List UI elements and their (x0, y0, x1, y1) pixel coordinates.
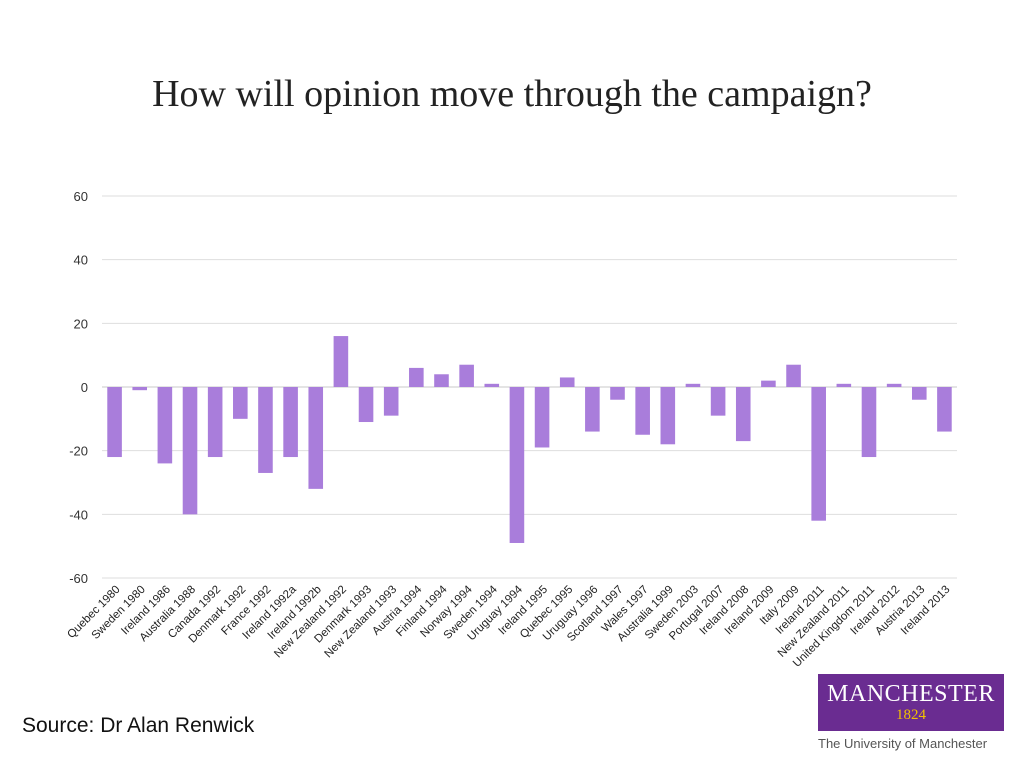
bar (157, 387, 173, 464)
bar (283, 387, 298, 458)
bar (509, 387, 525, 543)
bar (585, 387, 600, 432)
y-tick-label: 0 (81, 380, 88, 395)
bar (484, 383, 500, 387)
bar (308, 387, 324, 489)
bar (861, 387, 877, 458)
bar (258, 387, 273, 473)
logo-wordmark: MANCHESTER (827, 681, 995, 707)
bar (685, 383, 701, 387)
bar (233, 387, 248, 419)
bar (635, 387, 650, 435)
bar (383, 387, 399, 416)
bar (786, 364, 801, 387)
y-tick-label: -60 (69, 571, 88, 586)
bar (534, 387, 550, 448)
bar (836, 383, 852, 387)
bar (660, 387, 676, 445)
bar (735, 387, 751, 442)
bar (710, 387, 726, 416)
bar (559, 377, 575, 387)
bar (886, 383, 902, 387)
bar (811, 387, 826, 521)
university-logo: MANCHESTER 1824 (818, 674, 1004, 731)
bar (132, 387, 148, 391)
bar (434, 374, 449, 387)
slide-title: How will opinion move through the campai… (152, 73, 872, 115)
bar (182, 387, 198, 515)
bar (459, 364, 474, 387)
bar (107, 387, 122, 458)
logo-year: 1824 (896, 707, 926, 723)
bar (207, 387, 223, 458)
bar (911, 387, 927, 400)
bar (333, 336, 349, 387)
bar (358, 387, 374, 423)
y-tick-label: -40 (69, 507, 88, 522)
source-caption: Source: Dr Alan Renwick (22, 714, 255, 737)
y-tick-label: -20 (69, 444, 88, 459)
y-tick-label: 40 (74, 253, 88, 268)
y-tick-label: 20 (74, 316, 88, 331)
bar (610, 387, 625, 400)
bar (761, 380, 776, 387)
bar (409, 367, 424, 387)
y-tick-label: 60 (74, 189, 88, 204)
logo-tagline: The University of Manchester (818, 736, 988, 751)
bar (937, 387, 952, 432)
